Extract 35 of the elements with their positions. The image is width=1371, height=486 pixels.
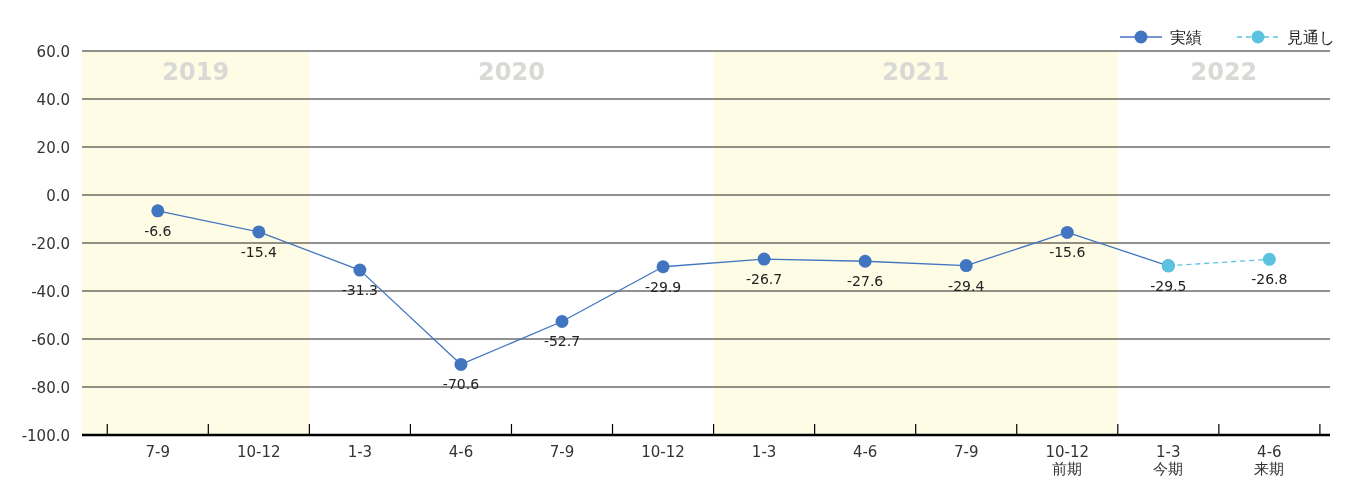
legend-label: 見通し [1287,28,1335,47]
data-label: -29.5 [1150,277,1187,294]
x-tick-label: 1-3 [347,443,373,461]
data-label: -26.8 [1251,271,1288,288]
data-label: -15.4 [240,243,278,260]
y-tick-label: 20.0 [36,139,70,157]
y-tick-label: 60.0 [36,43,70,61]
y-tick-label: -40.0 [31,283,70,301]
x-tick-label: 1-3 [751,443,777,461]
y-tick-label: -60.0 [31,331,70,349]
data-label: -52.7 [543,333,581,350]
y-tick-label: 0.0 [46,187,70,205]
x-tick-label: 4-6 来期 [1254,443,1285,478]
x-tick-label: 10-12 [237,443,281,461]
y-tick-label: -100.0 [21,427,70,445]
x-tick-label: 1-3 今期 [1153,443,1184,478]
data-label: -31.3 [341,282,379,299]
x-tick-label: 10-12 前期 [1045,443,1090,478]
data-label: -6.6 [144,222,172,239]
data-label: -70.6 [442,376,480,393]
y-tick-label: -80.0 [31,379,70,397]
legend-label: 実績 [1170,28,1202,47]
data-label: -27.6 [847,273,884,290]
x-tick-label: 4-6 [448,443,474,461]
data-label: -29.4 [948,277,985,294]
data-label: -26.7 [745,271,783,288]
x-tick-label: 7-9 [953,443,979,461]
x-tick-label: 10-12 [641,443,685,461]
x-tick-label: 7-9 [145,443,171,461]
x-tick-label: 4-6 [852,443,878,461]
y-tick-label: -20.0 [31,235,70,253]
data-label: -29.9 [644,278,682,295]
y-tick-label: 40.0 [36,91,70,109]
x-tick-label: 7-9 [549,443,575,461]
data-label: -15.6 [1049,244,1086,261]
